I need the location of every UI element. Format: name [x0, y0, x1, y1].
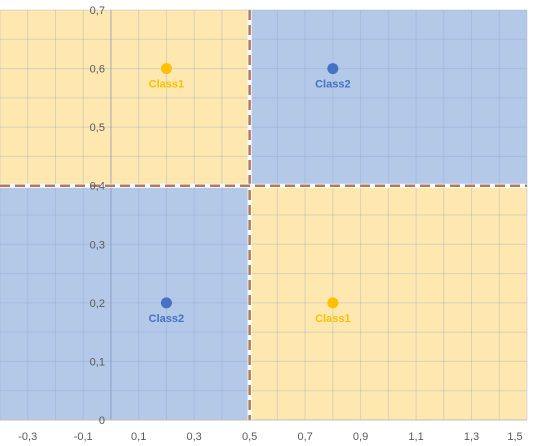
x-tick-label: 0,9 [353, 431, 368, 443]
data-point-1 [327, 63, 339, 75]
data-point-0 [160, 63, 172, 75]
data-point-2 [160, 297, 172, 309]
x-tick-label: 0,7 [297, 431, 312, 443]
data-point-label-3: Class1 [315, 313, 350, 325]
region-layer [0, 10, 527, 420]
class-region-3 [249, 185, 527, 420]
y-tick-label: 0,3 [90, 239, 105, 251]
y-tick-label: 0,4 [90, 181, 105, 193]
class-region-2 [0, 185, 250, 420]
class-region-0 [0, 10, 250, 186]
y-tick-label: 0,1 [90, 356, 105, 368]
y-axis-tick-labels: 0 0,1 0,2 0,3 0,4 0,5 0,6 0,7 [90, 5, 105, 427]
x-tick-label: 0,3 [187, 431, 202, 443]
data-points: Class1 Class2 Class2 Class1 [149, 63, 351, 325]
x-tick-label: 1,5 [507, 431, 522, 443]
data-point-label-0: Class1 [149, 79, 184, 91]
y-tick-label: 0,5 [90, 122, 105, 134]
boundary-layer [0, 10, 527, 420]
data-point-label-2: Class2 [149, 313, 184, 325]
x-tick-label: 0,1 [131, 431, 146, 443]
x-axis-tick-labels: -0,3 -0,1 0,1 0,3 0,5 0,7 0,9 1,1 1,3 1,5 [18, 431, 522, 443]
x-tick-label: 1,1 [408, 431, 423, 443]
x-tick-label: 0,5 [242, 431, 257, 443]
grid-layer [0, 9, 528, 421]
x-tick-label: -0,3 [18, 431, 37, 443]
x-tick-label: -0,1 [74, 431, 93, 443]
data-point-3 [327, 297, 339, 309]
y-tick-label: 0,2 [90, 298, 105, 310]
class-region-1 [249, 10, 527, 186]
y-tick-label: 0,6 [90, 64, 105, 76]
data-point-label-1: Class2 [315, 79, 350, 91]
y-tick-label: 0,7 [90, 5, 105, 17]
x-tick-label: 1,3 [464, 431, 479, 443]
y-tick-label: 0 [99, 415, 105, 427]
